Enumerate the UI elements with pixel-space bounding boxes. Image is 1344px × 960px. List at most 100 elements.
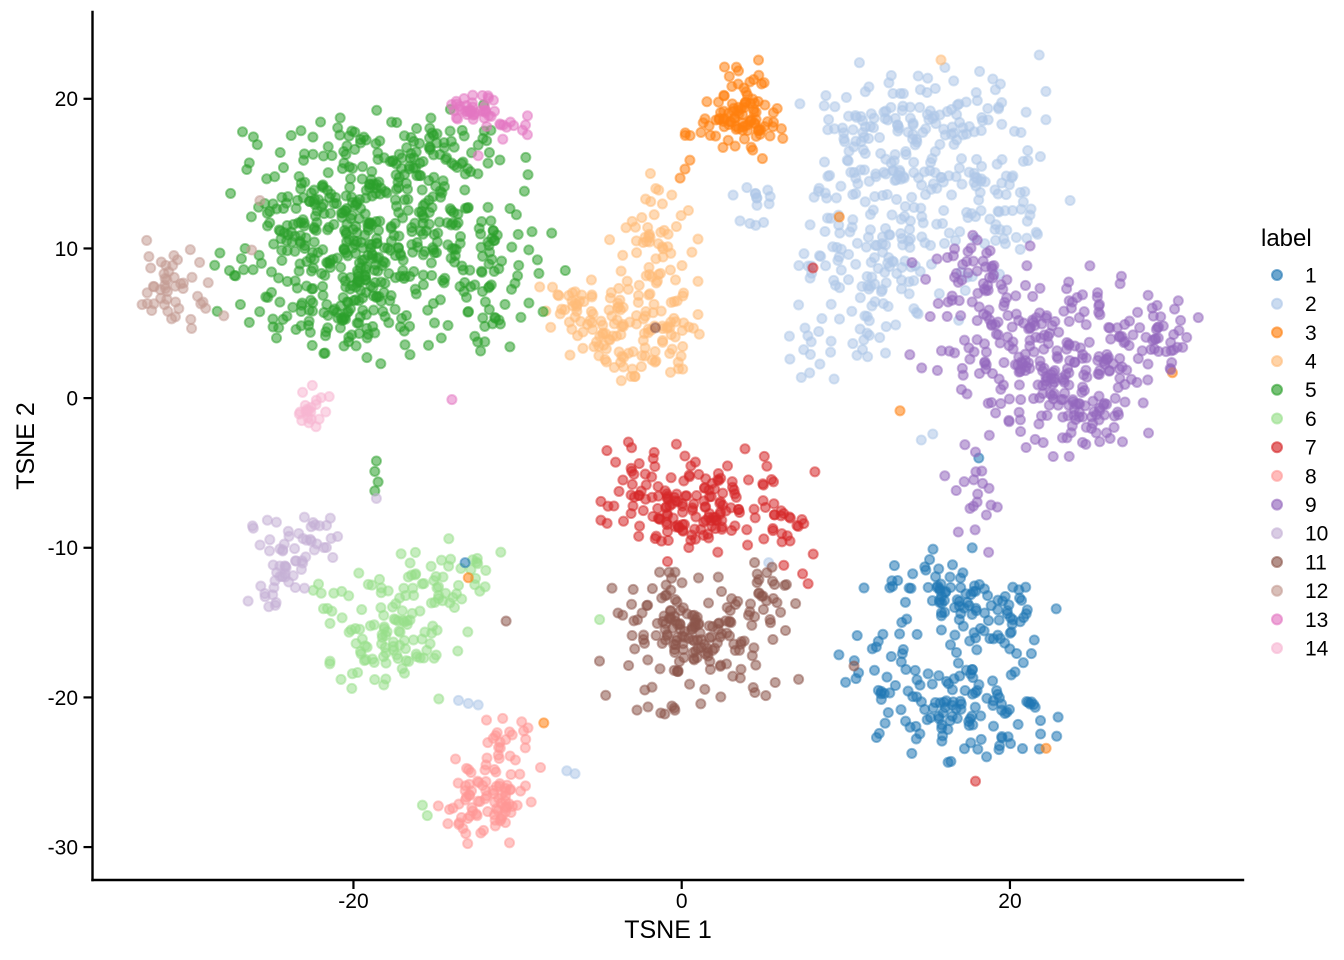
data-point	[838, 133, 850, 145]
data-point	[981, 751, 993, 763]
data-point	[881, 671, 893, 683]
data-point	[646, 681, 658, 693]
data-point	[480, 564, 492, 576]
data-point	[931, 364, 943, 376]
data-point	[894, 628, 906, 640]
data-point	[951, 99, 963, 111]
y-tick-label: -30	[48, 836, 78, 859]
cluster-6	[307, 533, 507, 694]
data-point	[1061, 283, 1073, 295]
data-point	[545, 321, 557, 333]
data-point	[1015, 425, 1027, 438]
data-point	[695, 523, 707, 535]
data-point	[931, 581, 943, 594]
data-point	[727, 189, 739, 201]
data-point	[824, 169, 836, 181]
data-point	[692, 275, 704, 287]
data-point	[289, 581, 301, 594]
data-point	[420, 225, 432, 237]
data-point	[841, 154, 853, 166]
data-point	[360, 260, 372, 273]
data-point	[434, 294, 446, 306]
data-point	[807, 548, 819, 560]
data-point	[372, 153, 384, 165]
data-point	[1093, 390, 1105, 402]
data-point	[668, 702, 680, 714]
cluster-1	[833, 543, 1064, 768]
data-point	[904, 112, 916, 124]
data-point	[277, 202, 290, 215]
cluster-4-singles	[640, 54, 947, 205]
legend-item: 5	[1271, 379, 1317, 402]
data-point	[865, 256, 877, 268]
data-point	[969, 446, 982, 458]
data-point	[1092, 287, 1104, 299]
data-point	[758, 77, 770, 89]
data-point	[875, 286, 887, 298]
data-point	[742, 539, 754, 551]
data-point	[889, 149, 901, 161]
data-point	[433, 693, 445, 705]
data-point	[950, 646, 963, 659]
data-point	[371, 252, 383, 264]
legend-item: 10	[1271, 523, 1328, 546]
data-point	[706, 477, 718, 489]
data-point	[964, 502, 976, 514]
data-point	[1020, 106, 1032, 118]
data-point	[575, 315, 587, 327]
data-point	[856, 344, 869, 356]
data-point	[752, 54, 765, 66]
data-point	[505, 768, 517, 781]
data-point	[403, 655, 415, 667]
data-point	[374, 188, 386, 200]
data-point	[396, 605, 408, 617]
data-point	[657, 243, 669, 255]
cluster-2-singles	[452, 428, 939, 780]
data-point	[194, 256, 206, 268]
data-point	[684, 154, 696, 166]
data-point	[887, 87, 899, 100]
data-point	[912, 308, 924, 320]
data-point	[409, 546, 421, 558]
data-point	[1142, 358, 1154, 370]
data-point	[904, 241, 916, 253]
data-point	[1025, 648, 1037, 660]
data-point	[337, 271, 349, 283]
data-point	[1073, 406, 1085, 418]
data-point	[396, 312, 408, 324]
data-point	[627, 583, 639, 595]
data-point	[996, 118, 1008, 130]
data-point	[906, 257, 918, 269]
data-point	[850, 135, 862, 147]
legend-item-label: 11	[1305, 551, 1327, 574]
data-point	[1006, 205, 1019, 217]
data-point	[590, 336, 603, 348]
data-point	[802, 578, 814, 590]
data-point	[559, 304, 571, 316]
data-point	[862, 351, 874, 363]
data-point	[388, 644, 400, 656]
data-point	[1011, 647, 1023, 660]
data-point	[701, 96, 713, 108]
data-point	[712, 623, 724, 635]
data-point	[287, 301, 299, 313]
data-point	[177, 277, 189, 289]
data-point	[847, 189, 859, 201]
data-point	[482, 737, 494, 749]
data-point	[1019, 348, 1031, 360]
data-point	[639, 310, 651, 322]
data-point	[407, 634, 420, 646]
data-point	[1056, 432, 1069, 444]
data-point	[995, 398, 1007, 410]
data-point	[475, 228, 487, 240]
data-point	[364, 620, 376, 632]
data-point	[461, 762, 473, 774]
data-point	[620, 222, 632, 234]
y-tick-label: 20	[55, 88, 78, 111]
data-point	[462, 572, 474, 584]
data-point	[316, 267, 328, 279]
data-point	[1104, 432, 1116, 444]
data-point	[642, 701, 654, 713]
data-point	[462, 626, 474, 638]
data-point	[1063, 315, 1075, 327]
